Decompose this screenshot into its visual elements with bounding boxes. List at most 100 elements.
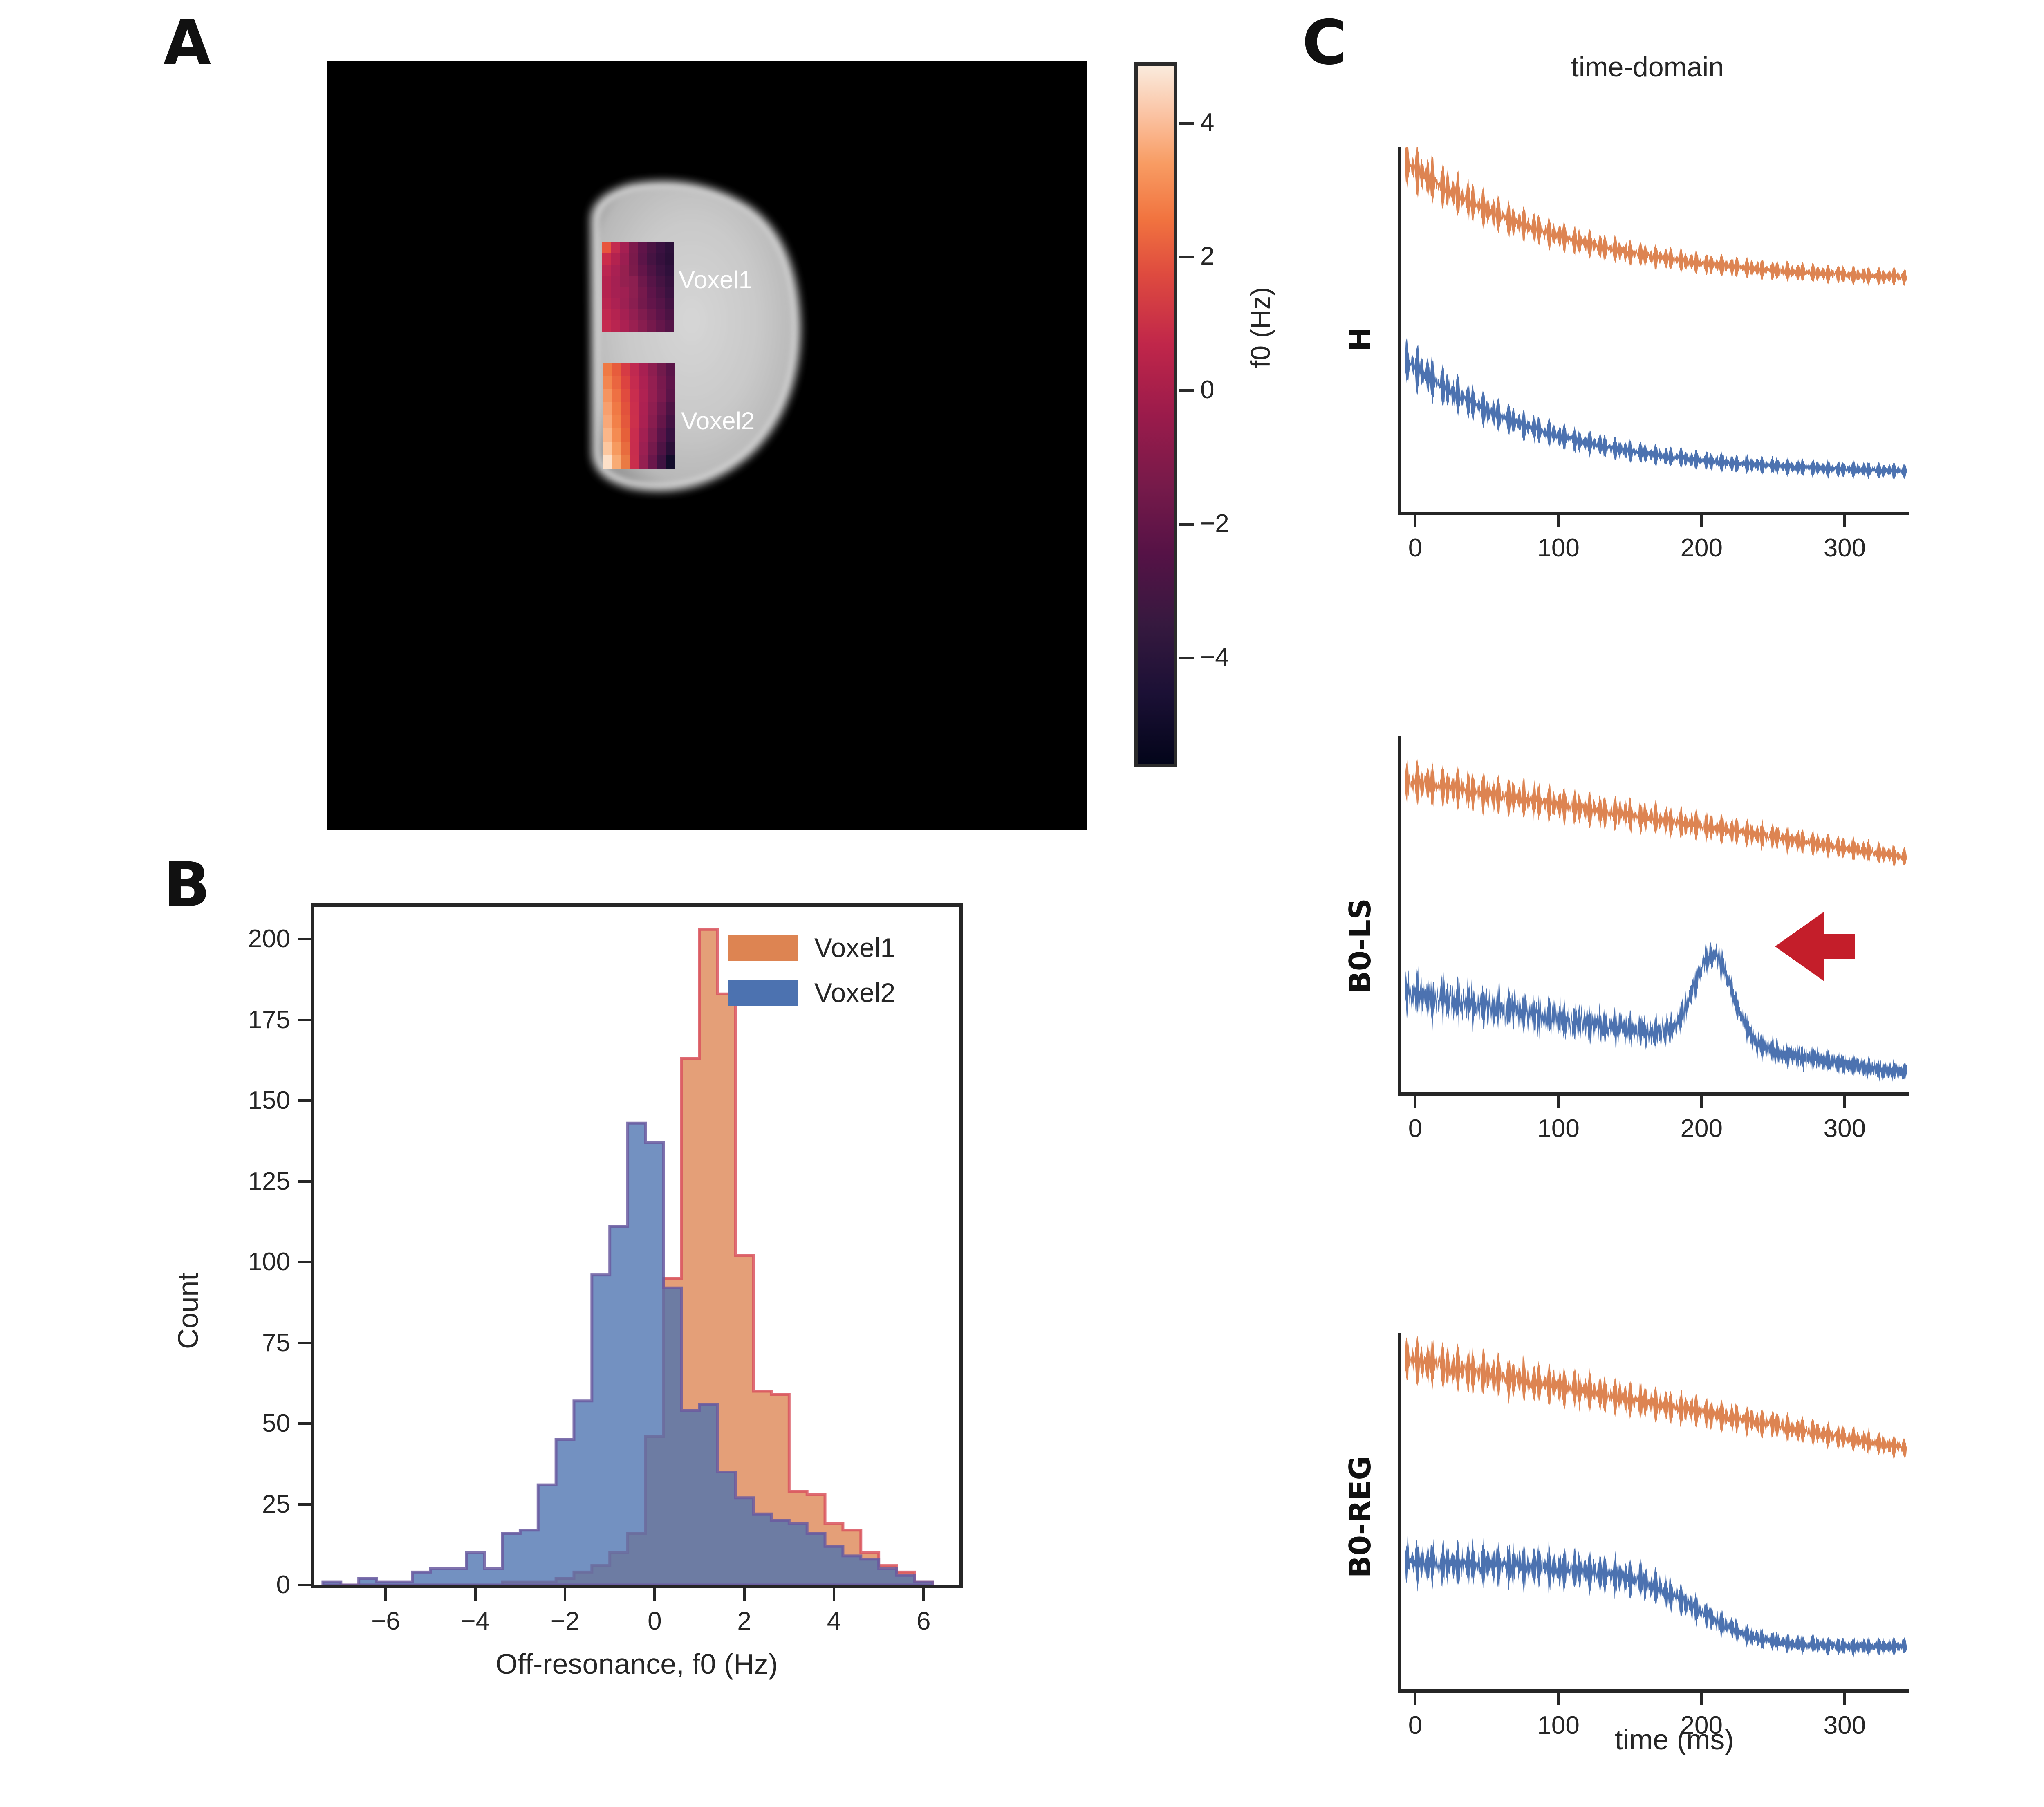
panel-b-yticklabel: 200: [248, 925, 290, 953]
trace-canvas: [1405, 147, 1907, 480]
colorbar-tick-m4: [1179, 657, 1194, 659]
time-domain-ticklabel: 0: [1408, 1114, 1423, 1143]
time-domain-tick: [1700, 515, 1703, 527]
histogram-series-voxel2: [321, 1121, 934, 1585]
panel-b-letter: B: [164, 850, 211, 921]
time-domain-ticklabel: 100: [1537, 1114, 1580, 1143]
panel-b-ytick: [298, 1422, 311, 1425]
time-domain-axes-row3: [1398, 1333, 1909, 1693]
colorbar-tick-2: [1179, 256, 1194, 258]
time-domain-ticklabel: 200: [1680, 534, 1723, 562]
panel-b-xticklabel: −4: [461, 1607, 490, 1635]
panel-b-xtick: [653, 1588, 656, 1601]
panel-b-xtick: [832, 1588, 835, 1601]
colorbar-ticklabel: 0: [1200, 376, 1215, 404]
panel-b-xticklabel: −6: [371, 1607, 400, 1635]
legend-swatch-voxel2: [728, 980, 798, 1006]
panel-b-legend: Voxel1 Voxel2: [728, 932, 895, 1022]
voxel2-label: Voxel2: [681, 407, 755, 435]
fid-voxel1: [1405, 942, 1907, 1082]
panel-b-xticklabel: −2: [550, 1607, 580, 1635]
panel-b-yticklabel: 25: [262, 1490, 290, 1518]
fid-voxel2: [1405, 758, 1907, 867]
panel-b-ytick: [298, 1180, 311, 1183]
time-domain-tick: [1700, 1693, 1703, 1705]
colorbar-ticklabel: −2: [1200, 509, 1229, 538]
panel-b-yticklabel: 75: [262, 1328, 290, 1357]
axis-spine-left: [1398, 736, 1401, 1096]
panel-b-ytick: [298, 1584, 311, 1586]
panel-b-xticklabel: 0: [648, 1607, 662, 1635]
time-domain-ticklabel: 300: [1823, 534, 1866, 562]
panel-b-xtick: [384, 1588, 387, 1601]
row-label-b0ls: B0-LS: [1343, 898, 1377, 993]
time-domain-ticklabel: 0: [1408, 1711, 1423, 1740]
time-domain-xlabel: time (ms): [1615, 1724, 1734, 1755]
panel-b-xticklabel: 4: [827, 1607, 841, 1635]
time-domain-tick: [1557, 515, 1560, 527]
panel-c-letter: C: [1302, 7, 1347, 78]
time-domain-tick: [1557, 1096, 1560, 1108]
time-domain-tick: [1414, 1693, 1417, 1705]
colorbar-tick-m2: [1179, 523, 1194, 526]
colorbar-ticklabel: −4: [1200, 643, 1229, 671]
time-domain-tick: [1700, 1096, 1703, 1108]
axis-spine-bottom: [1398, 1689, 1909, 1693]
fid-voxel1: [1405, 338, 1907, 480]
voxel2-overlay: [603, 363, 675, 469]
panel-b-yticklabel: 0: [276, 1571, 290, 1599]
panel-b-xticklabel: 2: [737, 1607, 751, 1635]
legend-label-voxel1: Voxel1: [814, 933, 896, 963]
axis-spine-bottom: [1398, 512, 1909, 515]
colorbar-tick-4: [1179, 122, 1194, 125]
panel-b-ytick: [298, 1503, 311, 1506]
column-title-time-domain: time-domain: [1571, 52, 1724, 83]
panel-b-xtick: [922, 1588, 925, 1601]
time-domain-ticklabel: 200: [1680, 1114, 1723, 1143]
time-domain-ticklabel: 0: [1408, 534, 1423, 562]
fid-voxel2: [1405, 147, 1907, 287]
panel-b-xticklabel: 6: [917, 1607, 931, 1635]
panel-b-xtick: [474, 1588, 477, 1601]
time-domain-axes-row1: [1398, 147, 1909, 515]
colorbar-tick-0: [1179, 389, 1194, 392]
time-domain-tick: [1843, 1693, 1846, 1705]
panel-b-ytick: [298, 1261, 311, 1263]
panel-b-xtick: [743, 1588, 746, 1601]
time-domain-tick: [1414, 1096, 1417, 1108]
phantom-svg: [327, 61, 1087, 830]
fid-voxel2: [1405, 1334, 1907, 1460]
fid-voxel1: [1405, 1536, 1907, 1658]
time-domain-tick: [1843, 1096, 1846, 1108]
panel-b-yticklabel: 50: [262, 1409, 290, 1437]
panel-b-yticklabel: 125: [248, 1167, 290, 1195]
panel-b-yticklabel: 150: [248, 1086, 290, 1114]
time-domain-tick: [1414, 515, 1417, 527]
histogram-canvas: [321, 928, 934, 1585]
panel-b-yticklabel: 100: [248, 1248, 290, 1276]
panel-b-histogram: [311, 904, 963, 1588]
row-label-h: H: [1343, 327, 1377, 352]
panel-b-ytick: [298, 1099, 311, 1102]
time-domain-tick: [1843, 515, 1846, 527]
trace-canvas: [1405, 1334, 1907, 1658]
trace-canvas: [1405, 758, 1907, 1082]
voxel1-label: Voxel1: [679, 266, 753, 294]
row-label-b0reg: B0-REG: [1343, 1456, 1377, 1578]
red-arrow-annotation: [1775, 912, 1855, 981]
time-domain-ticklabel: 300: [1823, 1711, 1866, 1740]
histogram-series-voxel1: [323, 928, 934, 1585]
legend-item-voxel2: Voxel2: [728, 977, 895, 1008]
panel-b-ytick: [298, 938, 311, 940]
time-domain-ticklabel: 300: [1823, 1114, 1866, 1143]
legend-label-voxel2: Voxel2: [814, 977, 896, 1008]
legend-item-voxel1: Voxel1: [728, 932, 895, 963]
colorbar-title: f0 (Hz): [1245, 287, 1275, 368]
panel-a-offresonance-map: Voxel1 Voxel2: [327, 61, 1087, 830]
arrow-shape: [1775, 912, 1855, 981]
panel-a-letter: A: [164, 7, 211, 78]
axis-spine-left: [1398, 147, 1401, 515]
time-domain-axes-row2: [1398, 736, 1909, 1096]
time-domain-tick: [1557, 1693, 1560, 1705]
time-domain-ticklabel: 100: [1537, 534, 1580, 562]
